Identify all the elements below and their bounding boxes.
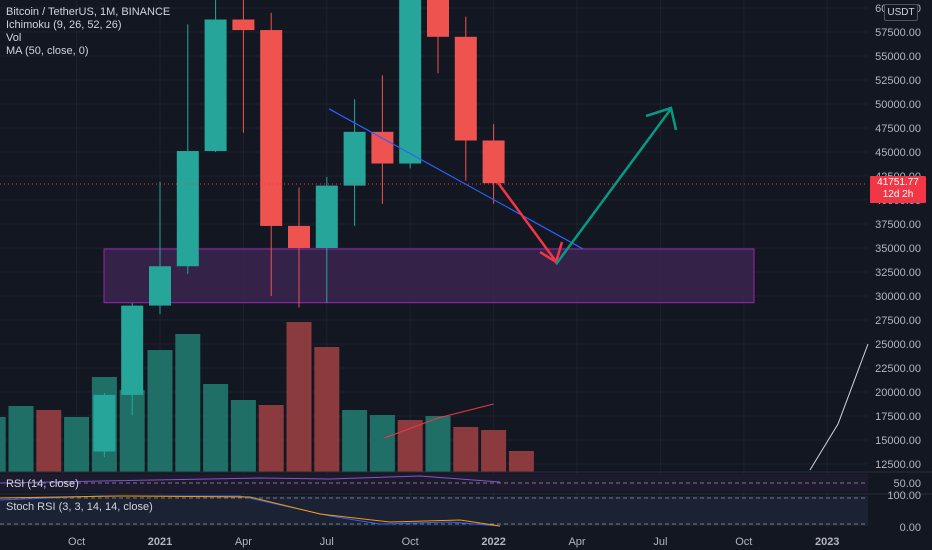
price-axis-label: 50000.00 xyxy=(875,99,921,111)
volume-bar xyxy=(258,405,284,472)
price-axis-label: 17500.00 xyxy=(875,411,921,423)
price-axis-label: 55000.00 xyxy=(875,51,921,63)
candle-body xyxy=(121,305,144,395)
time-axis-label: Oct xyxy=(735,536,752,548)
time-axis-label: Jul xyxy=(320,536,334,548)
last-price-value: 41751.77 xyxy=(877,177,919,188)
price-axis-label: 35000.00 xyxy=(875,243,921,255)
stoch-d xyxy=(0,495,501,527)
time-axis[interactable]: Oct 2021 Apr Jul Oct 2022 Apr Jul Oct 2023 xyxy=(68,536,839,548)
candle-body xyxy=(176,151,199,267)
volume-bar xyxy=(64,417,90,472)
price-axis-label: 57500.00 xyxy=(875,27,921,39)
stoch-rsi-label[interactable]: Stoch RSI (3, 3, 14, 14, close) xyxy=(6,501,153,513)
drawings[interactable] xyxy=(328,106,869,471)
rsi-label[interactable]: RSI (14, close) xyxy=(6,478,79,490)
vol-label[interactable]: Vol xyxy=(6,32,22,44)
arrow-up-line xyxy=(554,108,673,266)
volume-bar xyxy=(425,416,451,472)
price-axis-label: 45000.00 xyxy=(875,147,921,159)
trendline xyxy=(328,108,584,250)
price-axis-label: 30000.00 xyxy=(875,291,921,303)
candle-body xyxy=(343,131,366,186)
candle-body xyxy=(427,0,449,37)
volume-bar xyxy=(0,417,6,472)
volume-bar xyxy=(175,334,201,472)
candle-body xyxy=(93,394,116,452)
ma-label[interactable]: MA (50, close, 0) xyxy=(6,45,89,57)
candle-body xyxy=(315,185,338,248)
price-axis-label: 52500.00 xyxy=(875,75,921,87)
time-axis-label: 2022 xyxy=(481,536,505,548)
price-axis-label: 12500.00 xyxy=(875,459,921,471)
time-axis-label: 2023 xyxy=(815,536,839,548)
ichimoku-line xyxy=(809,343,869,471)
volume-bar xyxy=(314,347,340,472)
price-axis-label: 15000.00 xyxy=(875,435,921,447)
candle-body xyxy=(482,140,505,184)
support-zone[interactable] xyxy=(103,248,755,304)
volume-bar xyxy=(203,384,229,472)
price-axis-label: 27500.00 xyxy=(875,315,921,327)
volume-bar xyxy=(230,400,256,472)
candle-body xyxy=(204,19,227,152)
time-axis-label: Jul xyxy=(653,536,667,548)
arrow-down-head xyxy=(539,241,564,264)
candle-body xyxy=(399,0,422,164)
price-axis-label: 32500.00 xyxy=(875,267,921,279)
volume-bar xyxy=(481,430,507,472)
last-price-countdown: 12d 2h xyxy=(882,189,914,200)
price-axis-label: 47500.00 xyxy=(875,123,921,135)
price-axis-label: 22500.00 xyxy=(875,363,921,375)
arrow-down-line xyxy=(496,181,558,263)
price-axis-label: 20000.00 xyxy=(875,387,921,399)
volume-bar xyxy=(342,410,368,472)
volume-ma-line xyxy=(384,403,494,439)
rsi-line xyxy=(0,475,501,484)
stoch-axis-lower: 0.00 xyxy=(900,522,921,534)
volume-bar xyxy=(36,410,62,472)
candlesticks[interactable] xyxy=(93,0,505,458)
stoch-axis-upper: 100.00 xyxy=(887,490,921,502)
price-axis-label: 25000.00 xyxy=(875,339,921,351)
last-price-tag: 41751.77 12d 2h xyxy=(870,176,926,203)
time-axis-label: Oct xyxy=(68,536,85,548)
volume-bar xyxy=(397,420,423,472)
time-axis-label: Apr xyxy=(235,536,252,548)
support-zone-rect xyxy=(103,248,755,304)
time-axis-label: 2021 xyxy=(148,536,172,548)
volume-bar xyxy=(147,350,173,472)
price-axis-label: 37500.00 xyxy=(875,219,921,231)
time-axis-label: Apr xyxy=(568,536,585,548)
candle-body xyxy=(454,36,477,141)
volume-bar xyxy=(286,322,312,472)
currency-button[interactable]: USDT xyxy=(884,4,918,21)
volume-bar xyxy=(453,427,479,472)
candle-body xyxy=(260,30,283,226)
time-axis-label: Oct xyxy=(402,536,419,548)
volume-bar xyxy=(508,451,534,472)
volume-bar xyxy=(8,406,34,472)
ichimoku-label[interactable]: Ichimoku (9, 26, 52, 26) xyxy=(6,19,122,31)
volume-bar xyxy=(369,415,395,472)
indicator-panes xyxy=(0,471,932,527)
rsi-axis-label: 50.00 xyxy=(893,478,921,490)
candle-body xyxy=(149,266,171,306)
candle-body xyxy=(288,225,310,248)
candle-body xyxy=(371,131,394,164)
chart-legend: Bitcoin / TetherUS, 1M, BINANCE Ichimoku… xyxy=(6,6,170,58)
candle-body xyxy=(232,19,255,31)
price-axis[interactable]: 60000.0057500.0055000.0052500.0050000.00… xyxy=(875,3,921,534)
symbol-title[interactable]: Bitcoin / TetherUS, 1M, BINANCE xyxy=(6,6,171,18)
arrow-up-head xyxy=(645,106,678,131)
